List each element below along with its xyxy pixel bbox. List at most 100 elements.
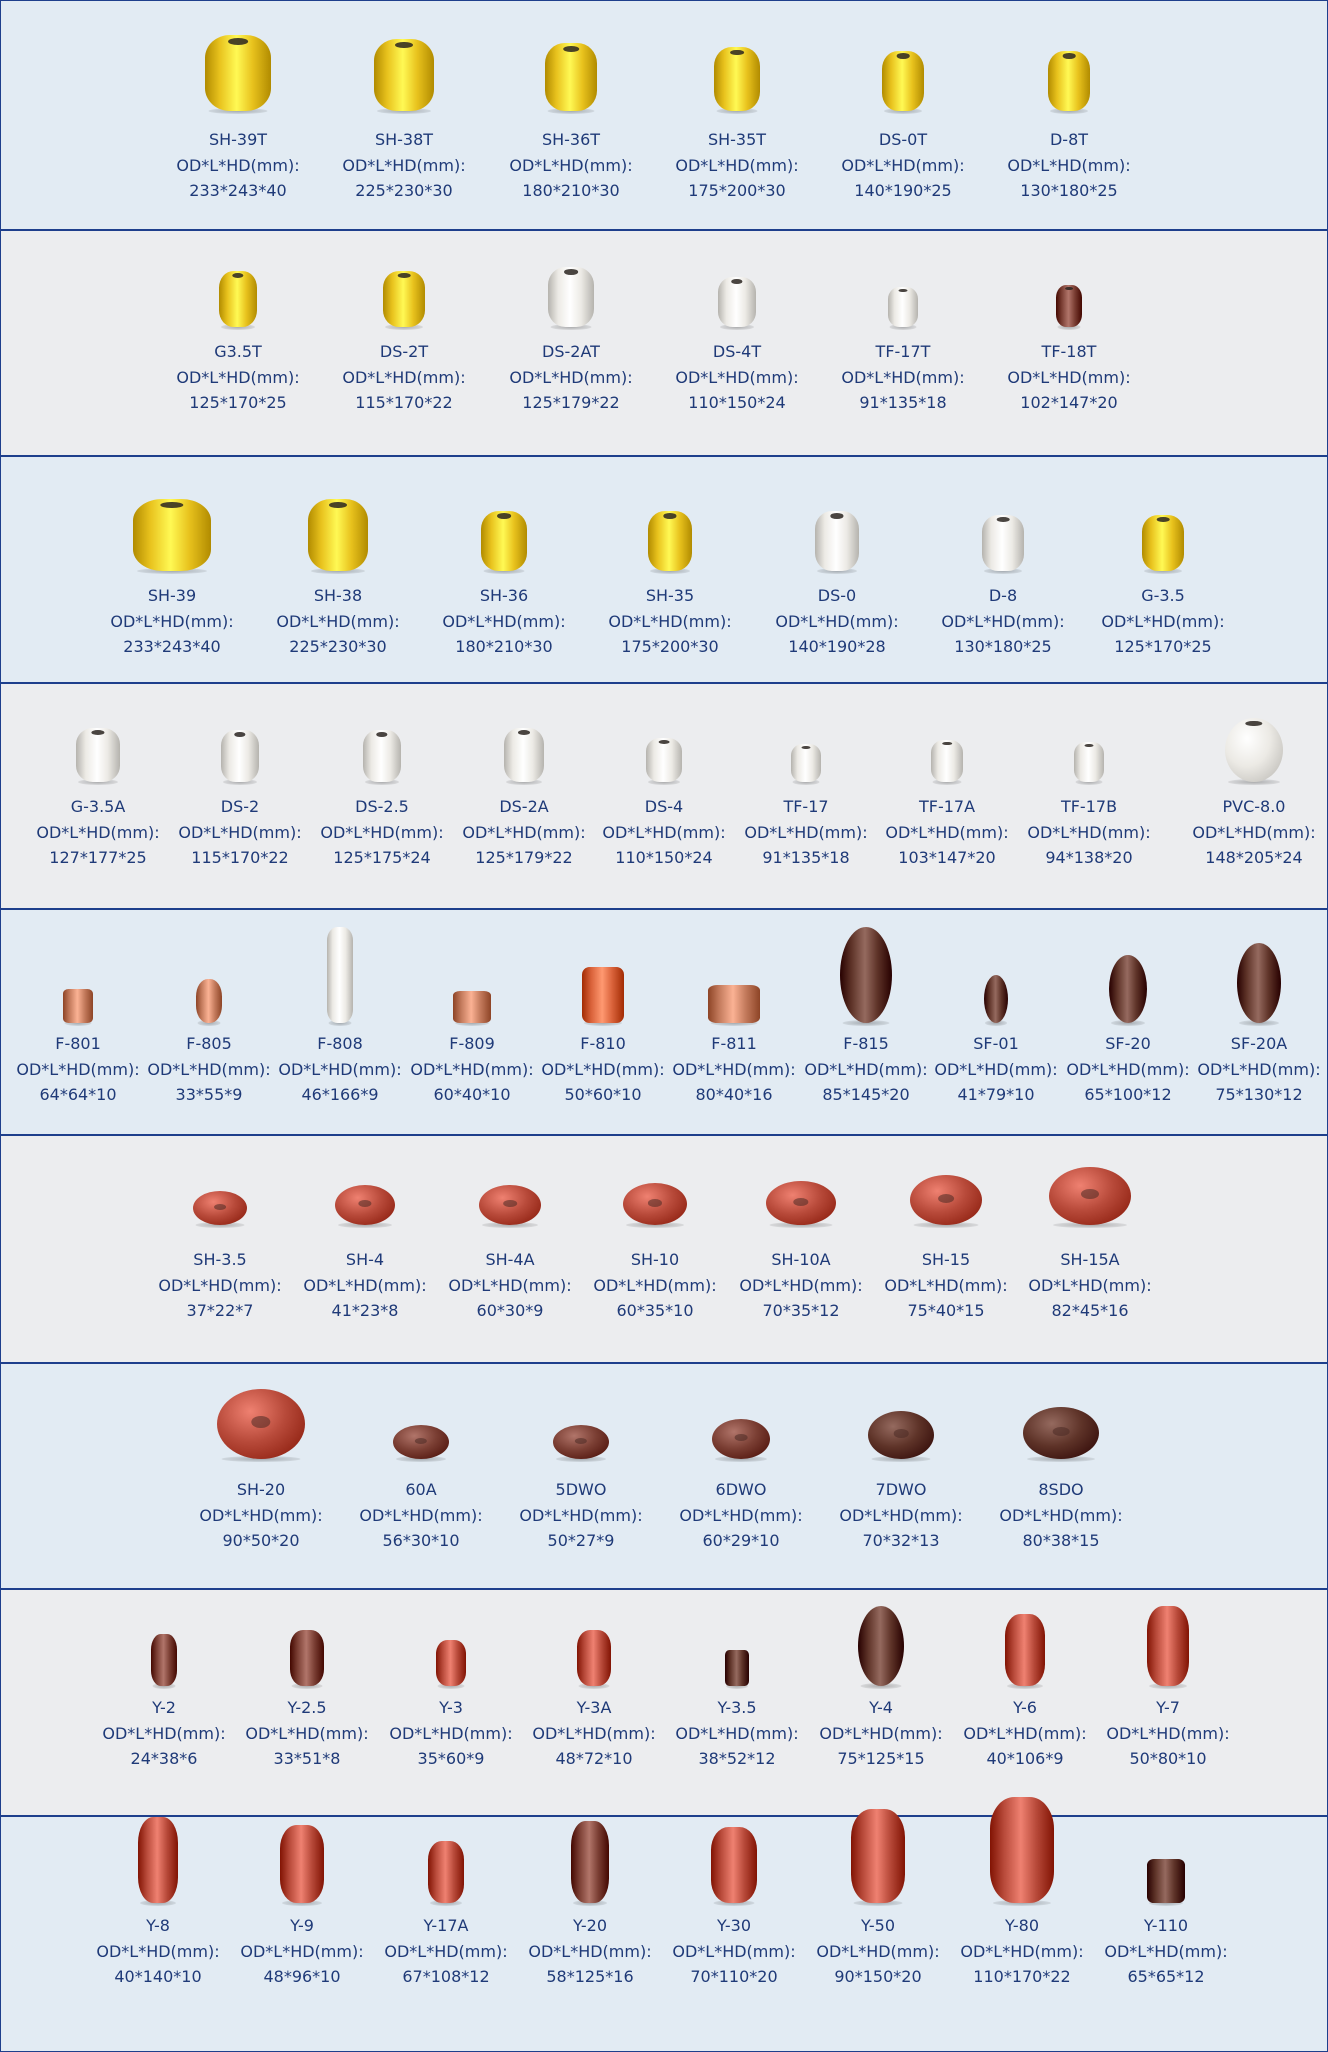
product-dimensions: 94*138*20 bbox=[1045, 848, 1133, 867]
float-shadow bbox=[197, 1020, 221, 1026]
float-icon-barrel-yellow bbox=[648, 511, 692, 571]
spec-label: OD*L*HD(mm): bbox=[96, 1941, 220, 1961]
product-label: Y-2.5 OD*L*HD(mm): 33*51*8 bbox=[232, 1695, 382, 1772]
product-code: Y-2.5 bbox=[287, 1698, 327, 1717]
product-code: F-809 bbox=[449, 1034, 495, 1053]
product-dimensions: 40*140*10 bbox=[114, 1967, 202, 1986]
product-code: DS-2AT bbox=[542, 342, 600, 361]
spec-label: OD*L*HD(mm): bbox=[276, 611, 400, 631]
float-shadow bbox=[1007, 1683, 1043, 1689]
product-item: Y-30 OD*L*HD(mm): 70*110*20 bbox=[669, 1817, 799, 2051]
product-dimensions: 37*22*7 bbox=[186, 1301, 254, 1320]
spec-label: OD*L*HD(mm): bbox=[147, 1059, 271, 1079]
product-label: Y-7 OD*L*HD(mm): 50*80*10 bbox=[1093, 1695, 1243, 1772]
product-item: F-808 OD*L*HD(mm): 46*166*9 bbox=[275, 910, 405, 1134]
product-dimensions: 35*60*9 bbox=[417, 1749, 485, 1768]
product-item: Y-2 OD*L*HD(mm): 24*38*6 bbox=[99, 1590, 229, 1815]
product-code: Y-6 bbox=[1013, 1698, 1037, 1717]
float-shadow bbox=[140, 1900, 176, 1906]
spec-label: OD*L*HD(mm): bbox=[1007, 367, 1131, 387]
float-hole bbox=[793, 1197, 809, 1206]
product-code: SH-39T bbox=[208, 130, 268, 149]
float-icon-disc-red bbox=[217, 1389, 305, 1459]
product-label: PVC-8.0 OD*L*HD(mm): 148*205*24 bbox=[1179, 794, 1328, 871]
catalog-row: G-3.5A OD*L*HD(mm): 127*177*25 DS-2 OD*L*HD(… bbox=[1, 684, 1327, 910]
float-hole bbox=[663, 513, 677, 519]
spec-label: OD*L*HD(mm): bbox=[519, 1505, 643, 1525]
product-label: SH-15 OD*L*HD(mm): 75*40*15 bbox=[871, 1247, 1021, 1324]
float-shadow bbox=[713, 1900, 755, 1906]
float-icon-cylinder-tan bbox=[63, 989, 93, 1023]
product-item: TF-18T OD*L*HD(mm): 102*147*20 bbox=[1004, 231, 1134, 455]
product-code: TF-17T bbox=[875, 342, 931, 361]
product-dimensions: 50*27*9 bbox=[547, 1531, 615, 1550]
product-dimensions: 48*72*10 bbox=[555, 1749, 633, 1768]
product-label: Y-6 OD*L*HD(mm): 40*106*9 bbox=[950, 1695, 1100, 1772]
product-code: SH-39 bbox=[147, 586, 197, 605]
spec-label: OD*L*HD(mm): bbox=[963, 1723, 1087, 1743]
spec-label: OD*L*HD(mm): bbox=[158, 1275, 282, 1295]
product-item: Y-7 OD*L*HD(mm): 50*80*10 bbox=[1103, 1590, 1233, 1815]
product-item: SH-15 OD*L*HD(mm): 75*40*15 bbox=[881, 1136, 1011, 1362]
float-hole bbox=[358, 1200, 372, 1208]
float-shadow bbox=[984, 568, 1022, 574]
float-shadow bbox=[1050, 108, 1088, 114]
product-dimensions: 70*35*12 bbox=[762, 1301, 840, 1320]
product-label: TF-17T OD*L*HD(mm): 91*135*18 bbox=[828, 339, 978, 416]
float-icon-barrel-white bbox=[504, 728, 544, 782]
float-shadow bbox=[842, 1020, 890, 1026]
float-hole bbox=[898, 288, 908, 293]
spec-label: OD*L*HD(mm): bbox=[102, 1723, 226, 1743]
catalog-row: SH-39 OD*L*HD(mm): 233*243*40 SH-38 OD*L*HD(… bbox=[1, 457, 1327, 684]
spec-label: OD*L*HD(mm): bbox=[1101, 611, 1225, 631]
product-label: Y-17A OD*L*HD(mm): 67*108*12 bbox=[371, 1913, 521, 1990]
product-item: F-811 OD*L*HD(mm): 80*40*16 bbox=[669, 910, 799, 1134]
float-shadow bbox=[396, 1456, 446, 1462]
product-item: F-805 OD*L*HD(mm): 33*55*9 bbox=[144, 910, 274, 1134]
float-hole bbox=[503, 1200, 517, 1208]
float-shadow bbox=[884, 108, 922, 114]
float-shadow bbox=[932, 779, 962, 785]
product-dimensions: 60*30*9 bbox=[476, 1301, 544, 1320]
float-hole bbox=[830, 513, 844, 519]
spec-label: OD*L*HD(mm): bbox=[178, 822, 302, 842]
float-hole bbox=[1084, 743, 1094, 748]
product-item: PVC-8.0 OD*L*HD(mm): 148*205*24 bbox=[1189, 684, 1319, 908]
float-icon-barrel-yellow bbox=[383, 271, 425, 327]
float-shadow bbox=[716, 108, 758, 114]
spec-label: OD*L*HD(mm): bbox=[278, 1059, 402, 1079]
product-dimensions: 82*45*16 bbox=[1051, 1301, 1129, 1320]
product-item: Y-3 OD*L*HD(mm): 35*60*9 bbox=[386, 1590, 516, 1815]
float-icon-barrel-red bbox=[1147, 1606, 1189, 1686]
product-item: SH-35T OD*L*HD(mm): 175*200*30 bbox=[672, 1, 802, 229]
float-hole bbox=[91, 730, 105, 736]
float-shadow bbox=[311, 568, 365, 574]
float-shadow bbox=[573, 1900, 607, 1906]
float-icon-oval-brown bbox=[858, 1606, 904, 1686]
float-shadow bbox=[482, 1222, 538, 1228]
product-item: SH-38T OD*L*HD(mm): 225*230*30 bbox=[339, 1, 469, 229]
product-item: DS-0 OD*L*HD(mm): 140*190*28 bbox=[772, 457, 902, 682]
float-shadow bbox=[221, 1456, 301, 1462]
float-shadow bbox=[648, 779, 680, 785]
product-item: DS-2T OD*L*HD(mm): 115*170*22 bbox=[339, 231, 469, 455]
float-hole bbox=[563, 45, 579, 52]
float-shadow bbox=[853, 1900, 903, 1906]
float-shadow bbox=[626, 1222, 684, 1228]
float-icon-disc-red bbox=[1049, 1167, 1131, 1225]
product-dimensions: 90*50*20 bbox=[222, 1531, 300, 1550]
product-code: SH-36T bbox=[541, 130, 601, 149]
product-item: DS-2.5 OD*L*HD(mm): 125*175*24 bbox=[317, 684, 447, 908]
spec-label: OD*L*HD(mm): bbox=[884, 1275, 1008, 1295]
product-label: DS-2 OD*L*HD(mm): 115*170*22 bbox=[165, 794, 315, 871]
spec-label: OD*L*HD(mm): bbox=[675, 155, 799, 175]
product-label: Y-80 OD*L*HD(mm): 110*170*22 bbox=[947, 1913, 1097, 1990]
product-item: Y-8 OD*L*HD(mm): 40*140*10 bbox=[93, 1817, 223, 2051]
product-label: SH-38T OD*L*HD(mm): 225*230*30 bbox=[329, 127, 479, 204]
float-hole bbox=[896, 53, 910, 59]
product-dimensions: 125*170*25 bbox=[1114, 637, 1212, 656]
float-shadow bbox=[1053, 1222, 1127, 1228]
float-hole bbox=[376, 732, 388, 737]
product-dimensions: 33*55*9 bbox=[175, 1085, 243, 1104]
product-label: G-3.5A OD*L*HD(mm): 127*177*25 bbox=[23, 794, 173, 871]
